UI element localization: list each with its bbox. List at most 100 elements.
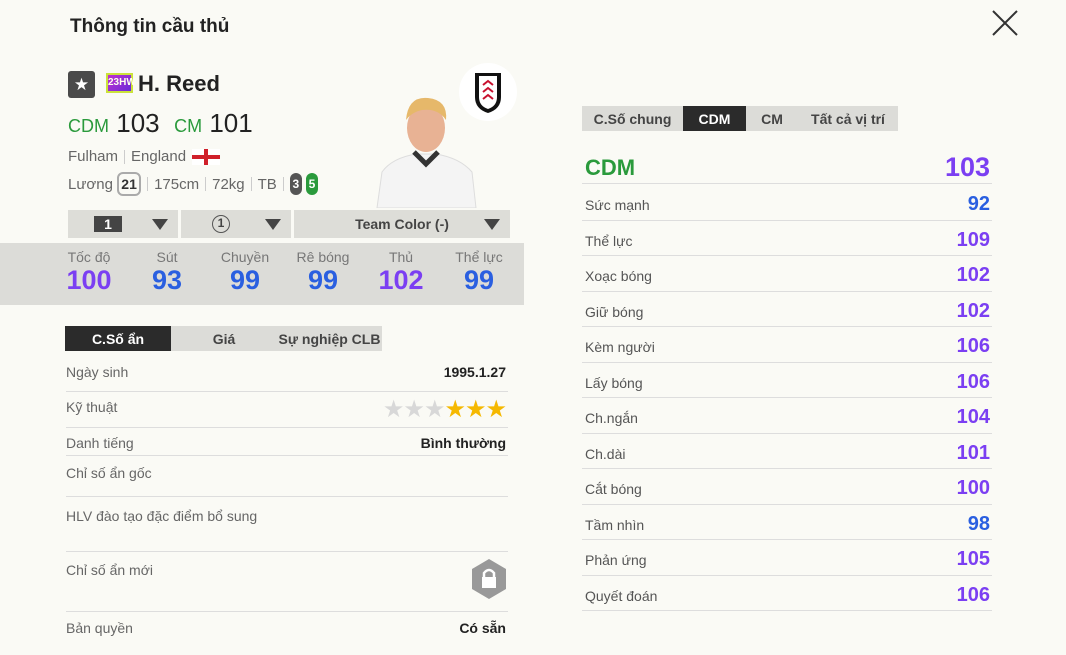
nation-name: England [131, 148, 187, 165]
attribute-row: Ch.dài 101 [582, 434, 992, 469]
star-icon: ★ [423, 396, 445, 423]
attribute-label: Kèm người [585, 339, 655, 355]
attribute-value: 106 [956, 583, 990, 606]
wage-badge: 21 [117, 172, 142, 196]
level-value: 1 [94, 216, 122, 232]
license-label: Bản quyền [66, 620, 133, 636]
body-type: TB [257, 175, 277, 193]
attribute-value: 92 [967, 193, 990, 215]
license-value: Có sẵn [459, 620, 506, 636]
season-badge: 23HW [106, 73, 136, 93]
attribute-label: Phản ứng [585, 552, 647, 568]
position-label: CM [174, 116, 203, 136]
main-stat: Rê bóng 99 [283, 249, 363, 296]
attribute-label: Ch.dài [585, 445, 626, 462]
attribute-row: Lấy bóng 106 [582, 363, 992, 398]
tab-all-positions[interactable]: Tất cả vị trí [811, 110, 885, 127]
attribute-value: 106 [956, 370, 990, 393]
attribute-row: Cắt bóng 100 [582, 469, 992, 505]
attribute-row: Phản ứng 105 [582, 540, 992, 576]
main-stat: Sút 93 [127, 249, 207, 296]
attribute-label: Cắt bóng [585, 481, 642, 497]
position-label: CDM [68, 116, 109, 136]
stat-label: Sút [156, 249, 178, 265]
attribute-value: 105 [956, 548, 990, 570]
england-flag-icon [192, 149, 221, 166]
stat-value: 93 [151, 265, 183, 295]
position-summary: CDM 103 [582, 149, 992, 184]
star-icon: ★ [444, 396, 465, 423]
tab-general[interactable]: C.Số chung [593, 110, 672, 127]
level-select[interactable]: 1 [68, 210, 178, 238]
stat-value: 100 [66, 265, 112, 295]
skill-stars: ★★★★★★ [382, 395, 507, 424]
tab-hidden-stats[interactable]: C.Số ẩn [65, 326, 171, 351]
main-stat: Tốc độ 100 [49, 249, 129, 296]
attribute-value: 109 [956, 228, 990, 251]
tab-cdm[interactable]: CDM [683, 106, 746, 131]
club-name: Fulham [68, 148, 119, 165]
stat-label: Thủ [388, 249, 414, 265]
weak-foot-icon: 3 [289, 173, 302, 195]
star-icon: ★ [464, 396, 486, 423]
lock-icon[interactable] [470, 558, 508, 600]
reputation-label: Danh tiếng [66, 435, 134, 451]
attribute-row: Kèm người 106 [582, 327, 992, 363]
attribute-label: Giữ bóng [585, 303, 644, 320]
stat-value: 99 [463, 265, 495, 295]
close-icon[interactable] [990, 8, 1020, 38]
attribute-label: Thể lực [585, 232, 633, 249]
new-hidden-row: Chỉ số ẩn mới [66, 559, 508, 612]
hidden-traits-row: Chỉ số ẩn gốc [66, 465, 508, 497]
club-nation: Fulham England [68, 148, 221, 166]
attribute-label: Ch.ngắn [585, 410, 638, 426]
birth-value: 1995.1.27 [443, 364, 506, 380]
coach-traits-label: HLV đào tạo đặc điểm bổ sung [66, 508, 258, 524]
new-hidden-label: Chỉ số ẩn mới [66, 562, 153, 578]
attribute-row: Tầm nhìn 98 [582, 505, 992, 540]
attribute-value: 106 [956, 335, 990, 357]
coach-traits-row: HLV đào tạo đặc điểm bổ sung [66, 508, 508, 552]
tab-cm[interactable]: CM [761, 110, 783, 127]
attribute-row: Xoạc bóng 102 [582, 256, 992, 292]
team-color-select[interactable]: Team Color (-) [294, 210, 510, 238]
main-stat: Thể lực 99 [439, 249, 519, 296]
player-photo [376, 97, 477, 208]
tab-price[interactable]: Giá [212, 330, 236, 347]
enhance-value: 1 [212, 215, 230, 233]
position-ovr: 101 [209, 108, 253, 138]
favorite-star-icon[interactable]: ★ [68, 71, 95, 98]
height: 175cm [154, 175, 200, 193]
stat-value: 99 [307, 265, 339, 295]
chevron-down-icon [152, 219, 168, 230]
right-tabs: C.Số chung CDM CM Tất cả vị trí [582, 106, 898, 131]
star-icon: ★ [382, 396, 404, 423]
club-logo [459, 63, 517, 121]
attribute-label: Sức mạnh [585, 197, 650, 213]
stat-label: Tốc độ [67, 249, 111, 265]
team-color-value: Team Color (-) [355, 216, 449, 232]
enhance-select[interactable]: 1 [181, 210, 291, 238]
position-ratings: CDM 103 CM 101 [68, 108, 253, 139]
birth-row: Ngày sinh 1995.1.27 [66, 364, 508, 392]
physical-info: Lương 21 175cm 72kg TB 3 5 [68, 172, 318, 196]
skill-row: Kỹ thuật ★★★★★★ [66, 396, 508, 428]
stat-label: Rê bóng [296, 249, 350, 265]
wage-label: Lương [68, 175, 113, 193]
tab-club-career[interactable]: Sự nghiệp CLB [278, 330, 381, 347]
attribute-row: Ch.ngắn 104 [582, 398, 992, 434]
strong-foot-icon: 5 [305, 173, 318, 195]
weight: 72kg [212, 175, 245, 193]
attribute-row: Sức mạnh 92 [582, 185, 992, 221]
page-title: Thông tin cầu thủ [70, 16, 230, 37]
main-stat: Thủ 102 [361, 249, 441, 296]
attribute-value: 102 [956, 264, 990, 286]
position-label: CDM [585, 155, 636, 180]
reputation-value: Bình thường [420, 435, 506, 451]
license-row: Bản quyền Có sẵn [66, 620, 508, 642]
left-tabs: C.Số ẩn Giá Sự nghiệp CLB [65, 326, 382, 351]
attribute-label: Lấy bóng [585, 374, 643, 391]
position-ovr: 103 [944, 152, 990, 182]
birth-label: Ngày sinh [66, 364, 129, 380]
attribute-value: 98 [967, 512, 990, 535]
